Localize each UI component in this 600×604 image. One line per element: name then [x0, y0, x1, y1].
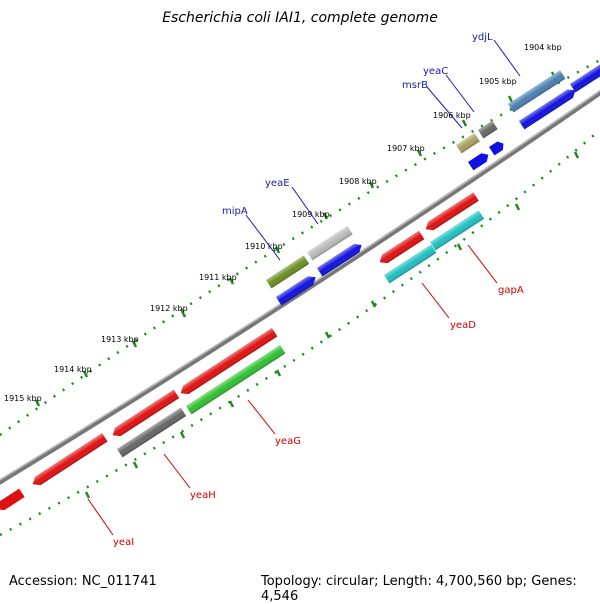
leader-ydjL [493, 39, 521, 77]
label-yeaD: yeaD [450, 320, 476, 331]
tick-label-1910: 1910 kbp [245, 242, 283, 251]
gene-red-3[interactable] [110, 389, 180, 440]
gene-yeaI[interactable] [30, 433, 108, 488]
gene-partial-right[interactable] [570, 62, 600, 93]
label-msrB: msrB [402, 80, 428, 91]
inner-major-ticks [84, 151, 580, 499]
leader-msrB [426, 86, 463, 129]
tick-label-1914: 1914 kbp [54, 365, 92, 374]
label-ydjL: ydjL [472, 32, 493, 43]
leader-yeaD [421, 282, 450, 319]
gene-cyan-1[interactable] [430, 210, 485, 251]
gene-blue-2[interactable] [468, 151, 491, 171]
leader-yeaI [87, 498, 114, 536]
tick-label-1913: 1913 kbp [101, 335, 139, 344]
gene-blue-3[interactable] [489, 139, 506, 156]
tick-label-1905: 1905 kbp [479, 77, 517, 86]
tick-label-1911: 1911 kbp [199, 273, 237, 282]
gene-yeaD[interactable] [384, 244, 437, 284]
gene-blue-5[interactable] [276, 273, 318, 306]
tick-label-1904: 1904 kbp [524, 43, 562, 52]
gene-gapA[interactable] [423, 192, 479, 233]
tick-label-1912: 1912 kbp [150, 304, 188, 313]
gene-msrB[interactable] [456, 133, 480, 154]
label-yeaC: yeaC [423, 66, 448, 77]
tick-label-1915: 1915 kbp [4, 394, 42, 403]
gene-red-2[interactable] [178, 328, 278, 397]
tick-label-1907: 1907 kbp [387, 144, 425, 153]
gene-yeaH[interactable] [117, 407, 187, 458]
gene-yeaC[interactable] [478, 120, 498, 139]
leader-yeaG [247, 399, 276, 435]
label-yeaI: yeaI [113, 537, 134, 548]
gene-red-partial-left[interactable] [0, 488, 25, 514]
gene-mipA[interactable] [266, 255, 310, 289]
tick-ruler-outer [0, 58, 600, 437]
backbone-ring [0, 89, 600, 485]
label-mipA: mipA [222, 206, 248, 217]
leader-mipA [245, 214, 281, 261]
label-yeaG: yeaG [275, 436, 301, 447]
accession-text: Accession: NC_011741 [9, 574, 157, 589]
leader-yeaC [445, 74, 475, 113]
major-ticks [34, 71, 557, 407]
map-title: Escherichia coli IAI1, complete genome [162, 10, 438, 26]
leader-yeaE [291, 186, 319, 225]
gene-blue-1[interactable] [519, 86, 578, 130]
label-yeaH: yeaH [190, 490, 216, 501]
gene-yeaG[interactable] [186, 345, 286, 415]
gene-yeaE[interactable] [307, 225, 353, 261]
leader-gapA [467, 244, 498, 284]
tick-ruler-inner [0, 129, 600, 537]
label-gapA: gapA [498, 285, 524, 296]
gene-ydjL[interactable] [508, 70, 566, 113]
gene-blue-4[interactable] [317, 241, 364, 277]
gene-red-1[interactable] [377, 230, 425, 267]
label-yeaE: yeaE [265, 178, 290, 189]
tick-label-1908: 1908 kbp [339, 177, 377, 186]
leader-yeaH [163, 453, 191, 489]
